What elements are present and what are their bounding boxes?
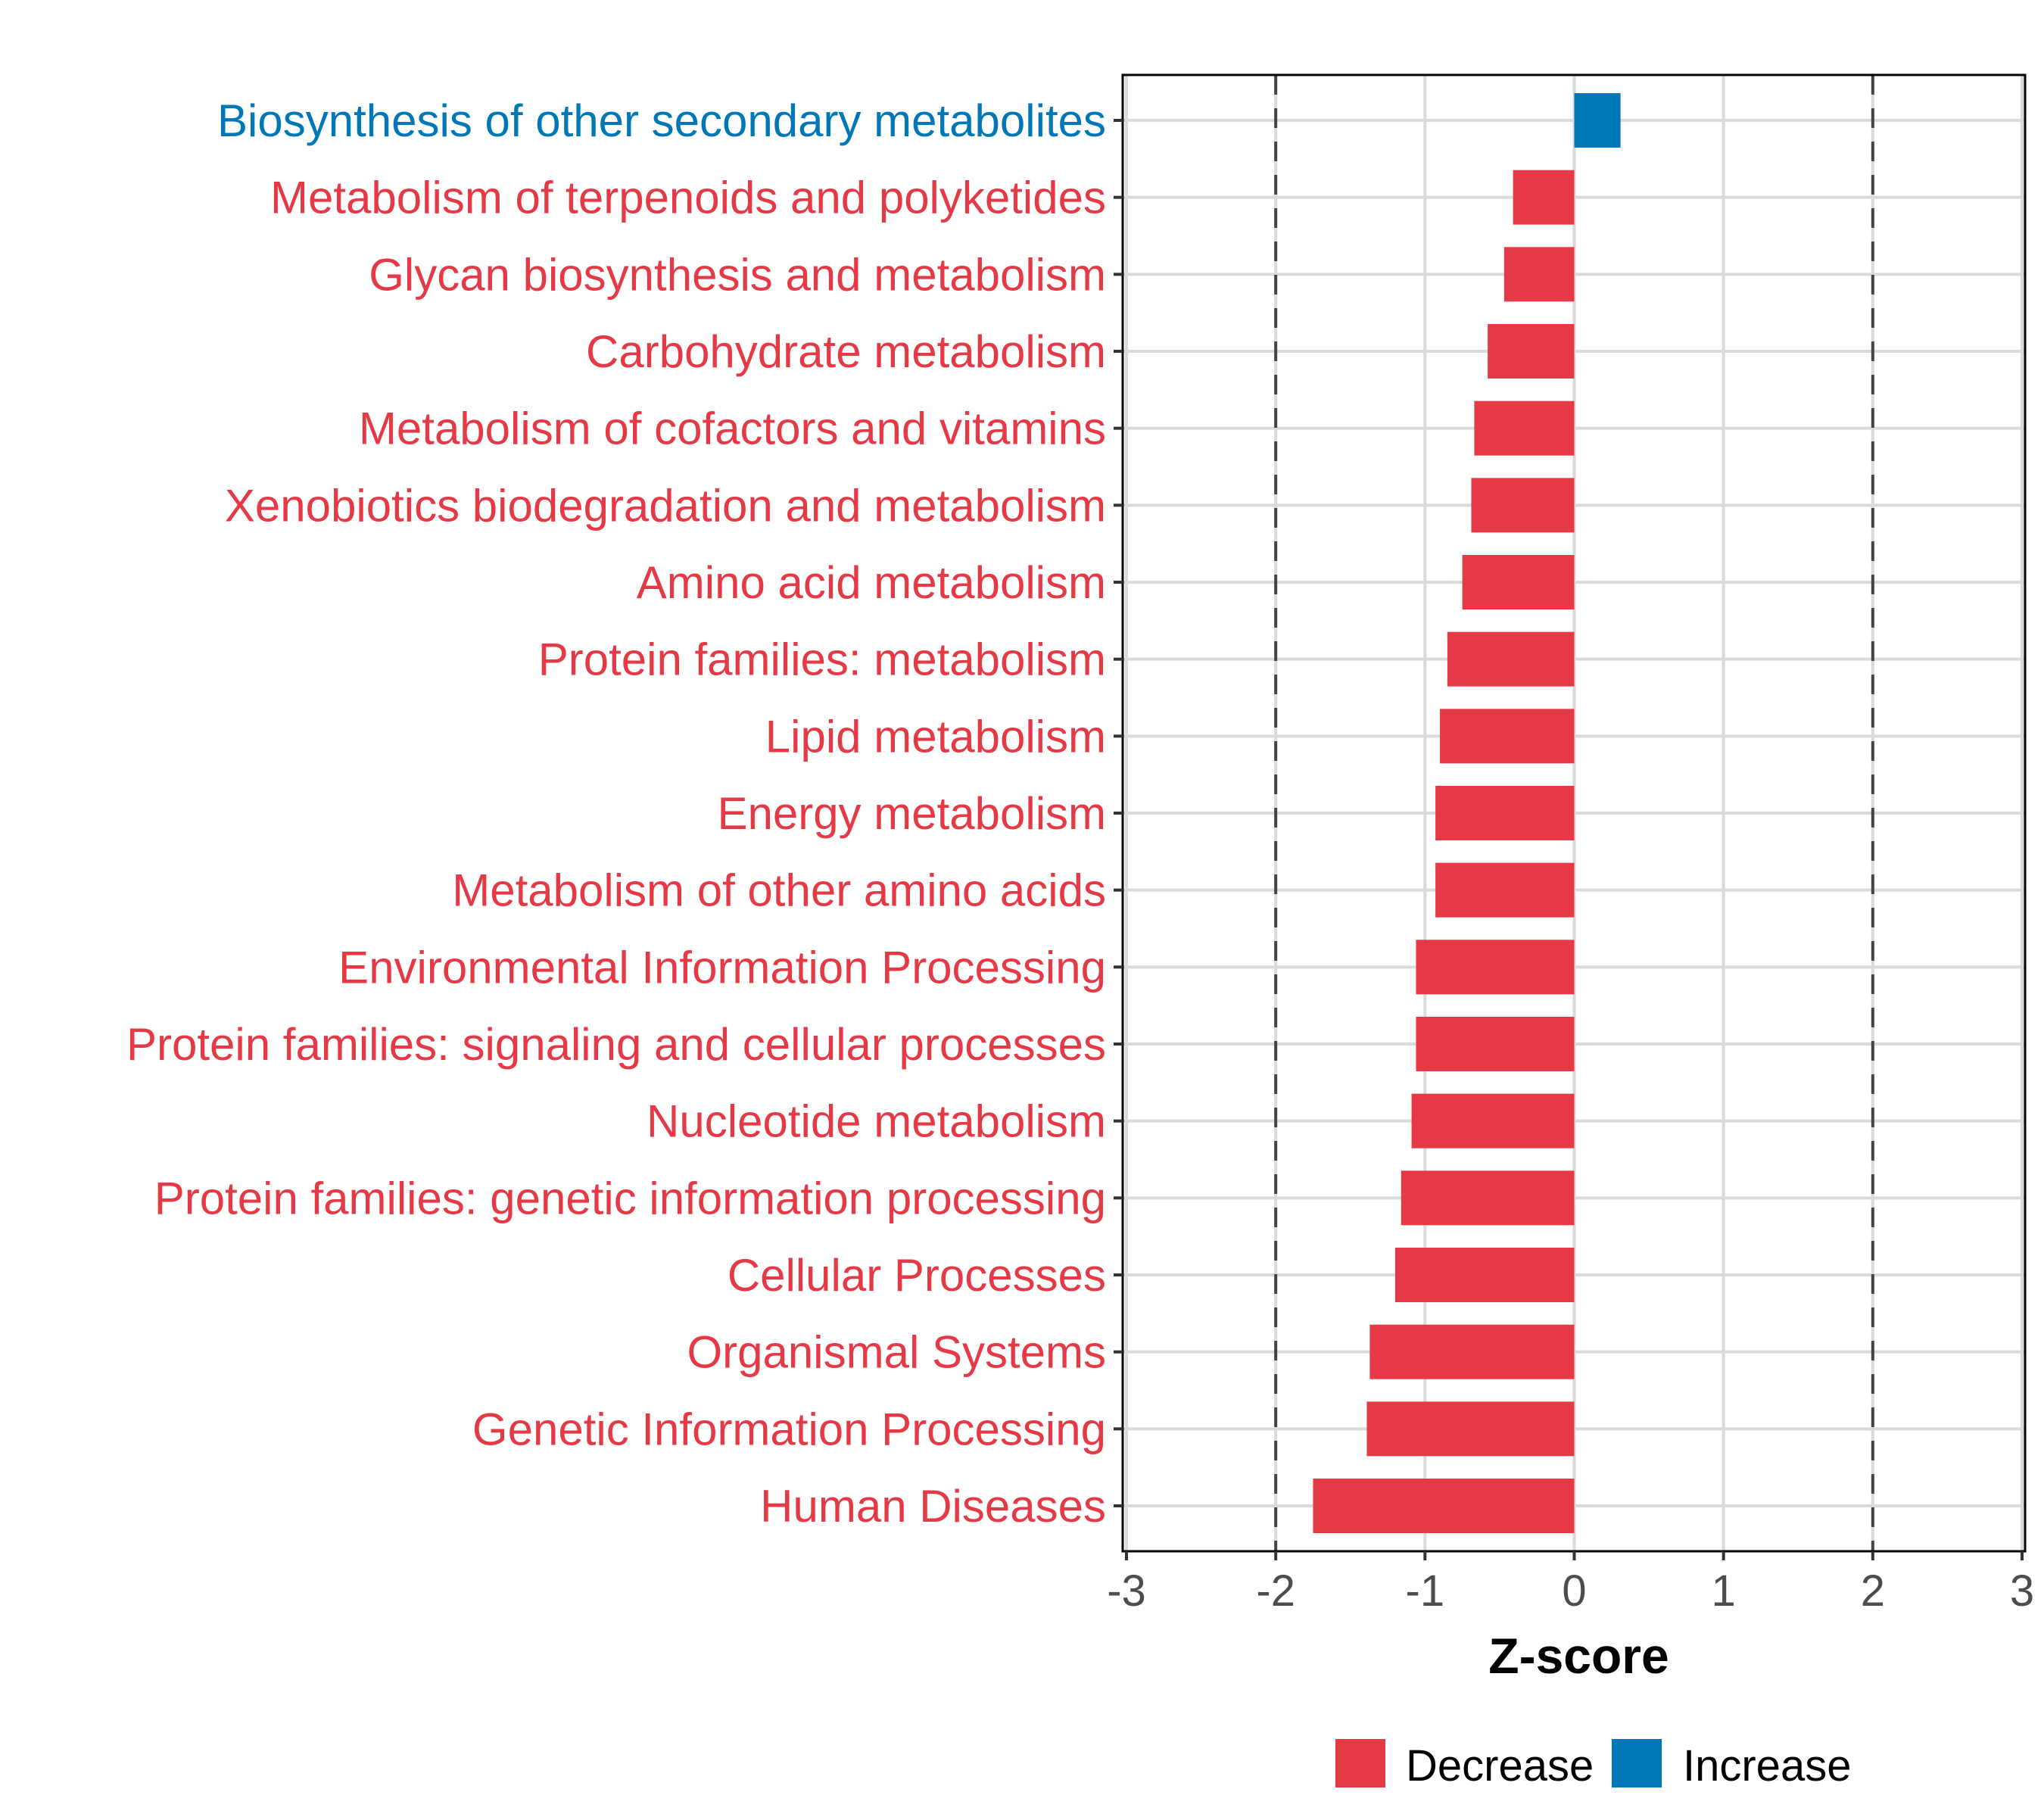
category-label: Xenobiotics biodegradation and metabolis… [225, 480, 1106, 531]
bar [1513, 170, 1575, 225]
legend: Decrease Increase [1335, 1739, 1851, 1791]
x-tick-label: 0 [1562, 1566, 1586, 1616]
x-tick-label: 3 [2010, 1566, 2034, 1616]
legend-swatch-decrease [1335, 1739, 1385, 1787]
category-label: Amino acid metabolism [637, 557, 1106, 608]
legend-label-decrease: Decrease [1406, 1741, 1594, 1791]
bar [1462, 555, 1575, 609]
bar [1488, 324, 1575, 379]
reference-lines [1274, 75, 1874, 1551]
bar [1435, 786, 1575, 840]
bar [1435, 862, 1575, 918]
category-label: Energy metabolism [717, 788, 1106, 839]
category-label: Carbohydrate metabolism [586, 326, 1106, 377]
bar [1416, 1017, 1575, 1071]
bar [1503, 247, 1575, 302]
x-tick-label: -1 [1406, 1566, 1445, 1616]
category-label: Metabolism of terpenoids and polyketides [270, 173, 1106, 223]
category-label: Protein families: metabolism [538, 634, 1106, 685]
x-axis-tick-labels: -3 -2 -1 0 1 2 3 [1107, 1566, 2034, 1616]
bar [1416, 940, 1575, 995]
category-label: Human Diseases [760, 1481, 1106, 1532]
bar [1574, 93, 1621, 148]
category-label: Environmental Information Processing [338, 942, 1106, 993]
category-label: Metabolism of other amino acids [452, 865, 1106, 916]
bar [1394, 1248, 1575, 1302]
bar [1440, 709, 1575, 764]
bar [1474, 400, 1575, 456]
bar [1471, 478, 1575, 533]
x-tick-label: 1 [1712, 1566, 1736, 1616]
x-axis-ticks [1125, 1551, 2024, 1560]
bar [1313, 1479, 1575, 1533]
category-label: Protein families: signaling and cellular… [126, 1019, 1106, 1070]
bar [1447, 631, 1575, 687]
category-label: Genetic Information Processing [472, 1404, 1106, 1454]
category-label: Glycan biosynthesis and metabolism [369, 249, 1106, 300]
category-label: Metabolism of cofactors and vitamins [359, 404, 1106, 454]
bar [1411, 1093, 1575, 1148]
bar [1366, 1401, 1575, 1457]
x-tick-label: -2 [1256, 1566, 1295, 1616]
legend-swatch-increase [1612, 1739, 1662, 1787]
bars [1313, 93, 1621, 1533]
category-label: Nucleotide metabolism [647, 1096, 1106, 1147]
y-axis-category-labels: Biosynthesis of other secondary metaboli… [126, 95, 1106, 1532]
x-axis-title: Z-score [1488, 1628, 1669, 1684]
category-label: Organismal Systems [687, 1327, 1106, 1378]
x-tick-label: -3 [1107, 1566, 1146, 1616]
bar [1401, 1170, 1575, 1226]
y-axis-ticks [1114, 119, 1123, 1507]
category-label: Protein families: genetic information pr… [154, 1173, 1106, 1223]
category-label: Lipid metabolism [765, 711, 1106, 762]
x-tick-label: 2 [1861, 1566, 1885, 1616]
category-label: Biosynthesis of other secondary metaboli… [217, 95, 1106, 146]
category-label: Cellular Processes [728, 1250, 1106, 1301]
legend-label-increase: Increase [1683, 1741, 1851, 1791]
bar [1369, 1324, 1575, 1379]
